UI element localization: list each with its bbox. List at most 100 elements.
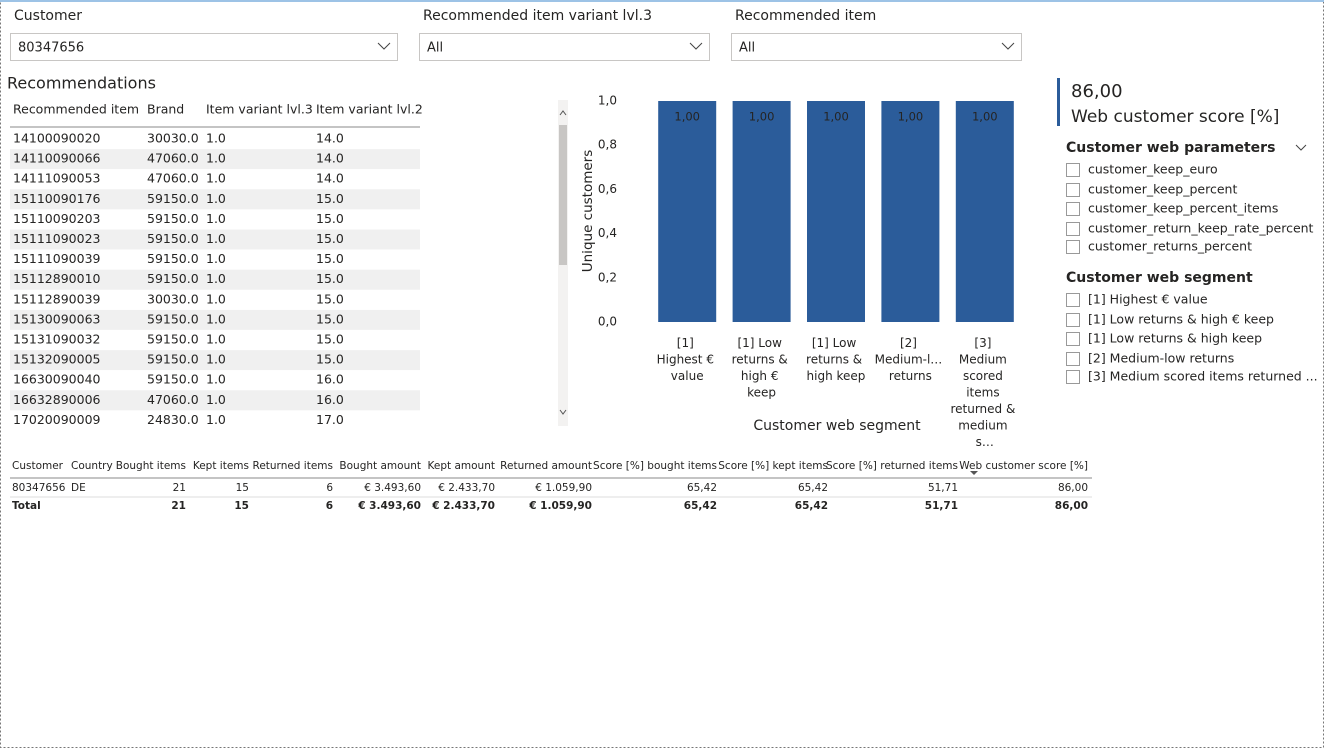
bar[interactable] — [732, 101, 791, 322]
checkbox[interactable] — [1066, 293, 1080, 307]
total-cell: 21 — [171, 500, 186, 512]
bar[interactable] — [881, 101, 940, 322]
row-band — [10, 189, 420, 210]
slicer-item: [2] Medium-low returns — [1088, 351, 1234, 366]
cell: 1.0 — [206, 392, 226, 407]
column-header: Score [%] kept items — [718, 460, 828, 472]
bar[interactable] — [658, 101, 717, 322]
checkbox[interactable] — [1066, 202, 1080, 216]
dropdown[interactable] — [731, 33, 1022, 61]
cell: 15.0 — [316, 352, 344, 367]
data-label: 1,00 — [749, 110, 775, 124]
row-band — [10, 390, 420, 411]
cell: 86,00 — [1058, 482, 1088, 494]
cell: 59150.0 — [147, 251, 199, 266]
cell: 15111090023 — [13, 231, 100, 246]
cell: 47060.0 — [147, 171, 199, 186]
column-header: Country — [71, 460, 113, 472]
cell: 1.0 — [206, 131, 226, 146]
checkbox[interactable] — [1066, 370, 1080, 384]
cell: 1.0 — [206, 412, 226, 427]
chevron — [377, 42, 391, 50]
bar[interactable] — [807, 101, 865, 322]
filter-label: Customer — [14, 8, 82, 24]
cell: 15.0 — [316, 291, 344, 306]
column-header: Item variant lvl.2 — [316, 102, 423, 117]
cell: 15111090039 — [13, 251, 101, 266]
cell: 47060.0 — [147, 392, 199, 407]
cell: 1.0 — [206, 372, 226, 387]
cell: 14.0 — [316, 131, 344, 146]
column-header: Returned amount — [500, 460, 592, 472]
slicer-item: customer_keep_percent — [1088, 182, 1237, 197]
chevron — [689, 42, 703, 50]
scroll-up[interactable] — [559, 110, 567, 116]
y-tick-label: 0,6 — [598, 182, 617, 196]
cell: 15110090176 — [13, 191, 101, 206]
scroll-down[interactable] — [559, 409, 567, 415]
data-label: 1,00 — [898, 110, 924, 124]
cell: 16630090040 — [13, 372, 101, 387]
card-value: 86,00 — [1071, 81, 1123, 102]
checkbox[interactable] — [1066, 352, 1080, 366]
cell: 15 — [236, 482, 249, 494]
cell: 15.0 — [316, 251, 344, 266]
checkbox[interactable] — [1066, 332, 1080, 346]
slicer-item: [3] Medium scored items returned ... — [1088, 369, 1318, 384]
cell: 21 — [173, 482, 186, 494]
dropdown[interactable] — [10, 33, 398, 61]
cell: 1.0 — [206, 151, 226, 166]
cell: € 2.433,70 — [438, 482, 495, 494]
slicer-item: customer_keep_euro — [1088, 162, 1218, 177]
cell: 1.0 — [206, 251, 226, 266]
card-accent — [1057, 78, 1060, 126]
cell: 30030.0 — [147, 291, 199, 306]
total-cell: € 3.493,60 — [357, 500, 421, 512]
column-header: Bought items — [116, 460, 186, 472]
cell: 14.0 — [316, 171, 344, 186]
card-label: Web customer score [%] — [1071, 107, 1279, 127]
cell: 15132090005 — [13, 352, 100, 367]
bar[interactable] — [955, 101, 1014, 322]
checkbox[interactable] — [1066, 183, 1080, 197]
checkbox[interactable] — [1066, 240, 1080, 254]
checkbox[interactable] — [1066, 313, 1080, 327]
column-header: Kept items — [193, 460, 249, 472]
y-tick-label: 0,4 — [598, 226, 617, 240]
cell: 14111090053 — [13, 171, 100, 186]
x-axis-title: Customer web segment — [753, 418, 921, 434]
column-header: Score [%] returned items — [826, 460, 958, 472]
filter-value: All — [427, 41, 443, 56]
cell: 1.0 — [206, 291, 226, 306]
cell: 15.0 — [316, 191, 344, 206]
cell: 1.0 — [206, 171, 226, 186]
total-cell: 51,71 — [925, 500, 958, 512]
scrollbar-thumb[interactable] — [559, 125, 567, 265]
y-tick-label: 0,2 — [598, 270, 617, 284]
cell: 15.0 — [316, 311, 344, 326]
cell: 15.0 — [316, 231, 344, 246]
cell: 59150.0 — [147, 311, 199, 326]
checkbox[interactable] — [1066, 163, 1080, 177]
slicer-item: customer_return_keep_rate_percent — [1088, 221, 1314, 236]
checkbox[interactable] — [1066, 222, 1080, 236]
chevron[interactable] — [1295, 144, 1307, 151]
row-band — [10, 149, 420, 170]
dropdown[interactable] — [419, 33, 710, 61]
cell: 14110090066 — [13, 151, 101, 166]
cell: 17020090009 — [13, 412, 101, 427]
x-tick-label: [1] Low returns & high keep — [806, 336, 866, 383]
sort-arrow[interactable] — [970, 471, 978, 475]
cell: € 3.493,60 — [364, 482, 421, 494]
row-band — [10, 309, 420, 330]
row-band — [10, 269, 420, 290]
data-label: 1,00 — [972, 110, 998, 124]
total-cell: 6 — [326, 500, 333, 512]
cell: 15112890010 — [13, 271, 101, 286]
cell: 15.0 — [316, 271, 344, 286]
cell: 15.0 — [316, 332, 344, 347]
y-axis-title: Unique customers — [580, 150, 596, 273]
cell: 1.0 — [206, 191, 226, 206]
